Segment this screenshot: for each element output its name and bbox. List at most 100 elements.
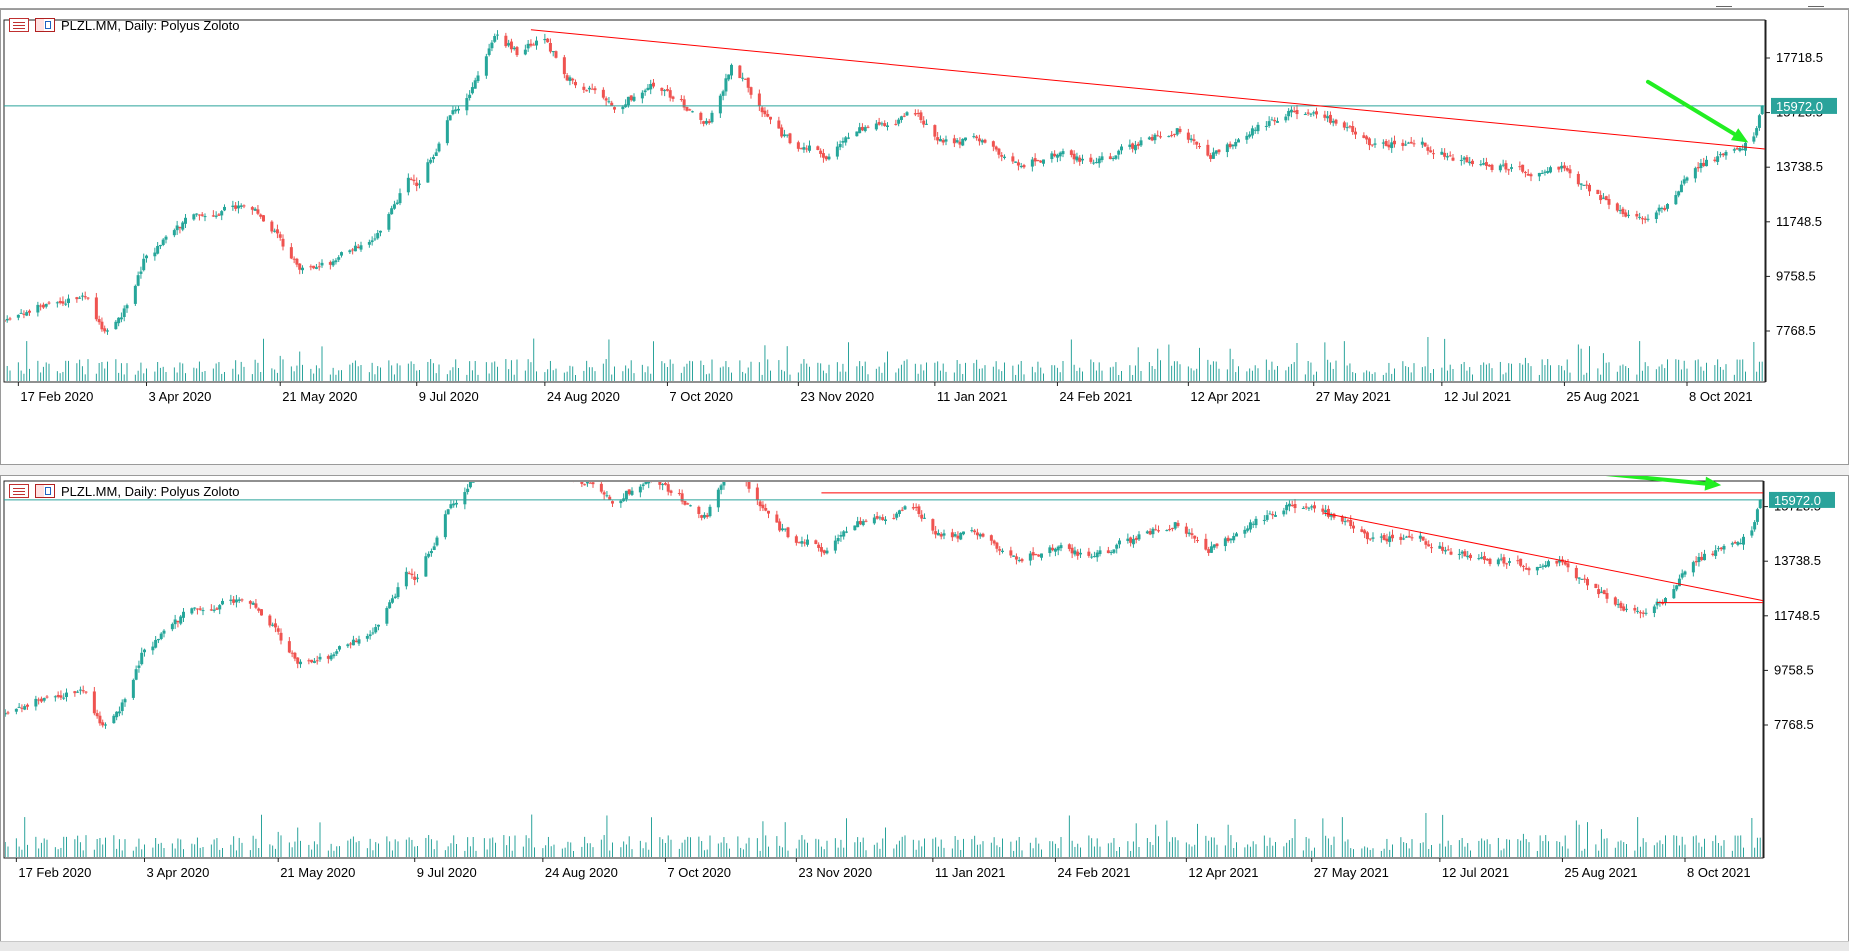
candle-body [1132,539,1135,544]
chart-properties-icon[interactable] [35,484,55,498]
candle-body [1173,134,1176,135]
candle-body [543,39,546,40]
candle-body [959,533,962,540]
candle-body [1555,561,1558,564]
candle-body [1644,219,1647,220]
candle-body [720,485,723,490]
candle-body [1722,154,1725,156]
candle-body [240,205,243,207]
candle-body [1739,543,1742,544]
candle-body [1288,504,1291,507]
candlestick-chart-top[interactable]: 17718.515728.513738.511748.59758.57768.5… [1,10,1848,464]
candle-body [408,573,411,574]
candle-body [1266,515,1269,520]
candle-body [313,661,316,663]
candle-body [1167,136,1170,137]
candle-body [139,272,142,274]
candle-body [1645,613,1648,614]
candle-body [719,96,722,114]
candle-body [455,503,458,505]
candle-body [288,641,291,652]
candle-body [1193,536,1196,539]
minimize-icon[interactable] [1716,0,1732,7]
candle-body [571,79,574,81]
candle-body [900,116,903,120]
candle-body [432,157,435,159]
candle-body [1271,514,1274,515]
x-tick-label: 24 Aug 2020 [545,865,618,880]
candle-body [270,222,273,232]
candle-body [271,625,274,626]
candle-body [1608,199,1611,205]
candle-body [1624,212,1627,216]
candle-body [1541,173,1544,174]
object-list-icon[interactable] [9,18,29,32]
candle-body [1518,166,1521,167]
candle-body [529,44,532,46]
candle-body [1583,579,1586,580]
chart-panel-top[interactable]: 17718.515728.513738.511748.59758.57768.5… [0,9,1849,465]
candle-body [1296,110,1299,114]
candle-body [1528,568,1531,570]
candle-body [1234,142,1237,146]
candle-body [1694,168,1697,178]
candle-body [1192,139,1195,141]
x-tick-label: 7 Oct 2020 [667,865,731,880]
object-list-icon[interactable] [9,484,29,498]
candle-body [463,492,466,504]
candle-body [1419,536,1422,539]
candle-body [451,110,454,114]
candle-body [1137,144,1140,146]
candle-body [956,140,959,142]
x-tick-label: 7 Oct 2020 [669,389,733,404]
candle-body [490,43,493,49]
candle-body [591,89,594,90]
candle-body [1109,156,1112,159]
candle-body [388,602,391,608]
candle-body [876,516,879,519]
candle-body [1307,508,1310,509]
candle-body [568,77,571,81]
candle-body [906,112,909,115]
candle-body [1586,579,1589,585]
candle-body [864,127,867,131]
candle-body [1402,538,1405,539]
candle-body [234,205,237,208]
candle-body [1385,141,1388,146]
candle-body [1313,505,1316,508]
candle-body [1059,153,1062,157]
chart-panel-bottom[interactable]: 15728.513738.511748.59758.57768.515972.0… [0,475,1849,943]
candle-body [1677,191,1680,195]
candle-body [385,608,388,624]
candle-body [48,303,51,304]
candle-body [429,160,432,163]
candle-body [1034,158,1037,161]
current-price-label: 15972.0 [1776,99,1823,114]
candle-body [15,709,18,712]
candle-body [976,532,979,535]
candle-body [1344,521,1347,522]
x-tick-label: 12 Jul 2021 [1444,389,1511,404]
candle-body [803,542,806,543]
candle-body [1335,120,1338,124]
close-icon[interactable] [1808,0,1824,7]
candle-body [415,183,418,186]
candle-body [1700,557,1703,560]
candle-body [1254,130,1257,131]
x-tick-label: 17 Feb 2020 [20,389,93,404]
candle-body [982,534,985,537]
chart-properties-icon[interactable] [35,18,55,32]
candle-body [59,695,62,697]
candle-body [61,301,64,303]
candle-body [1032,552,1035,555]
candle-body [1110,552,1113,553]
candle-body [724,78,727,91]
candle-body [583,484,586,485]
candle-body [447,509,450,514]
candle-body [1330,515,1333,517]
candlestick-chart-bottom[interactable]: 15728.513738.511748.59758.57768.515972.0… [1,476,1848,942]
candle-body [748,481,751,489]
candle-body [114,322,117,329]
candle-body [834,541,837,551]
candle-body [1293,111,1296,112]
